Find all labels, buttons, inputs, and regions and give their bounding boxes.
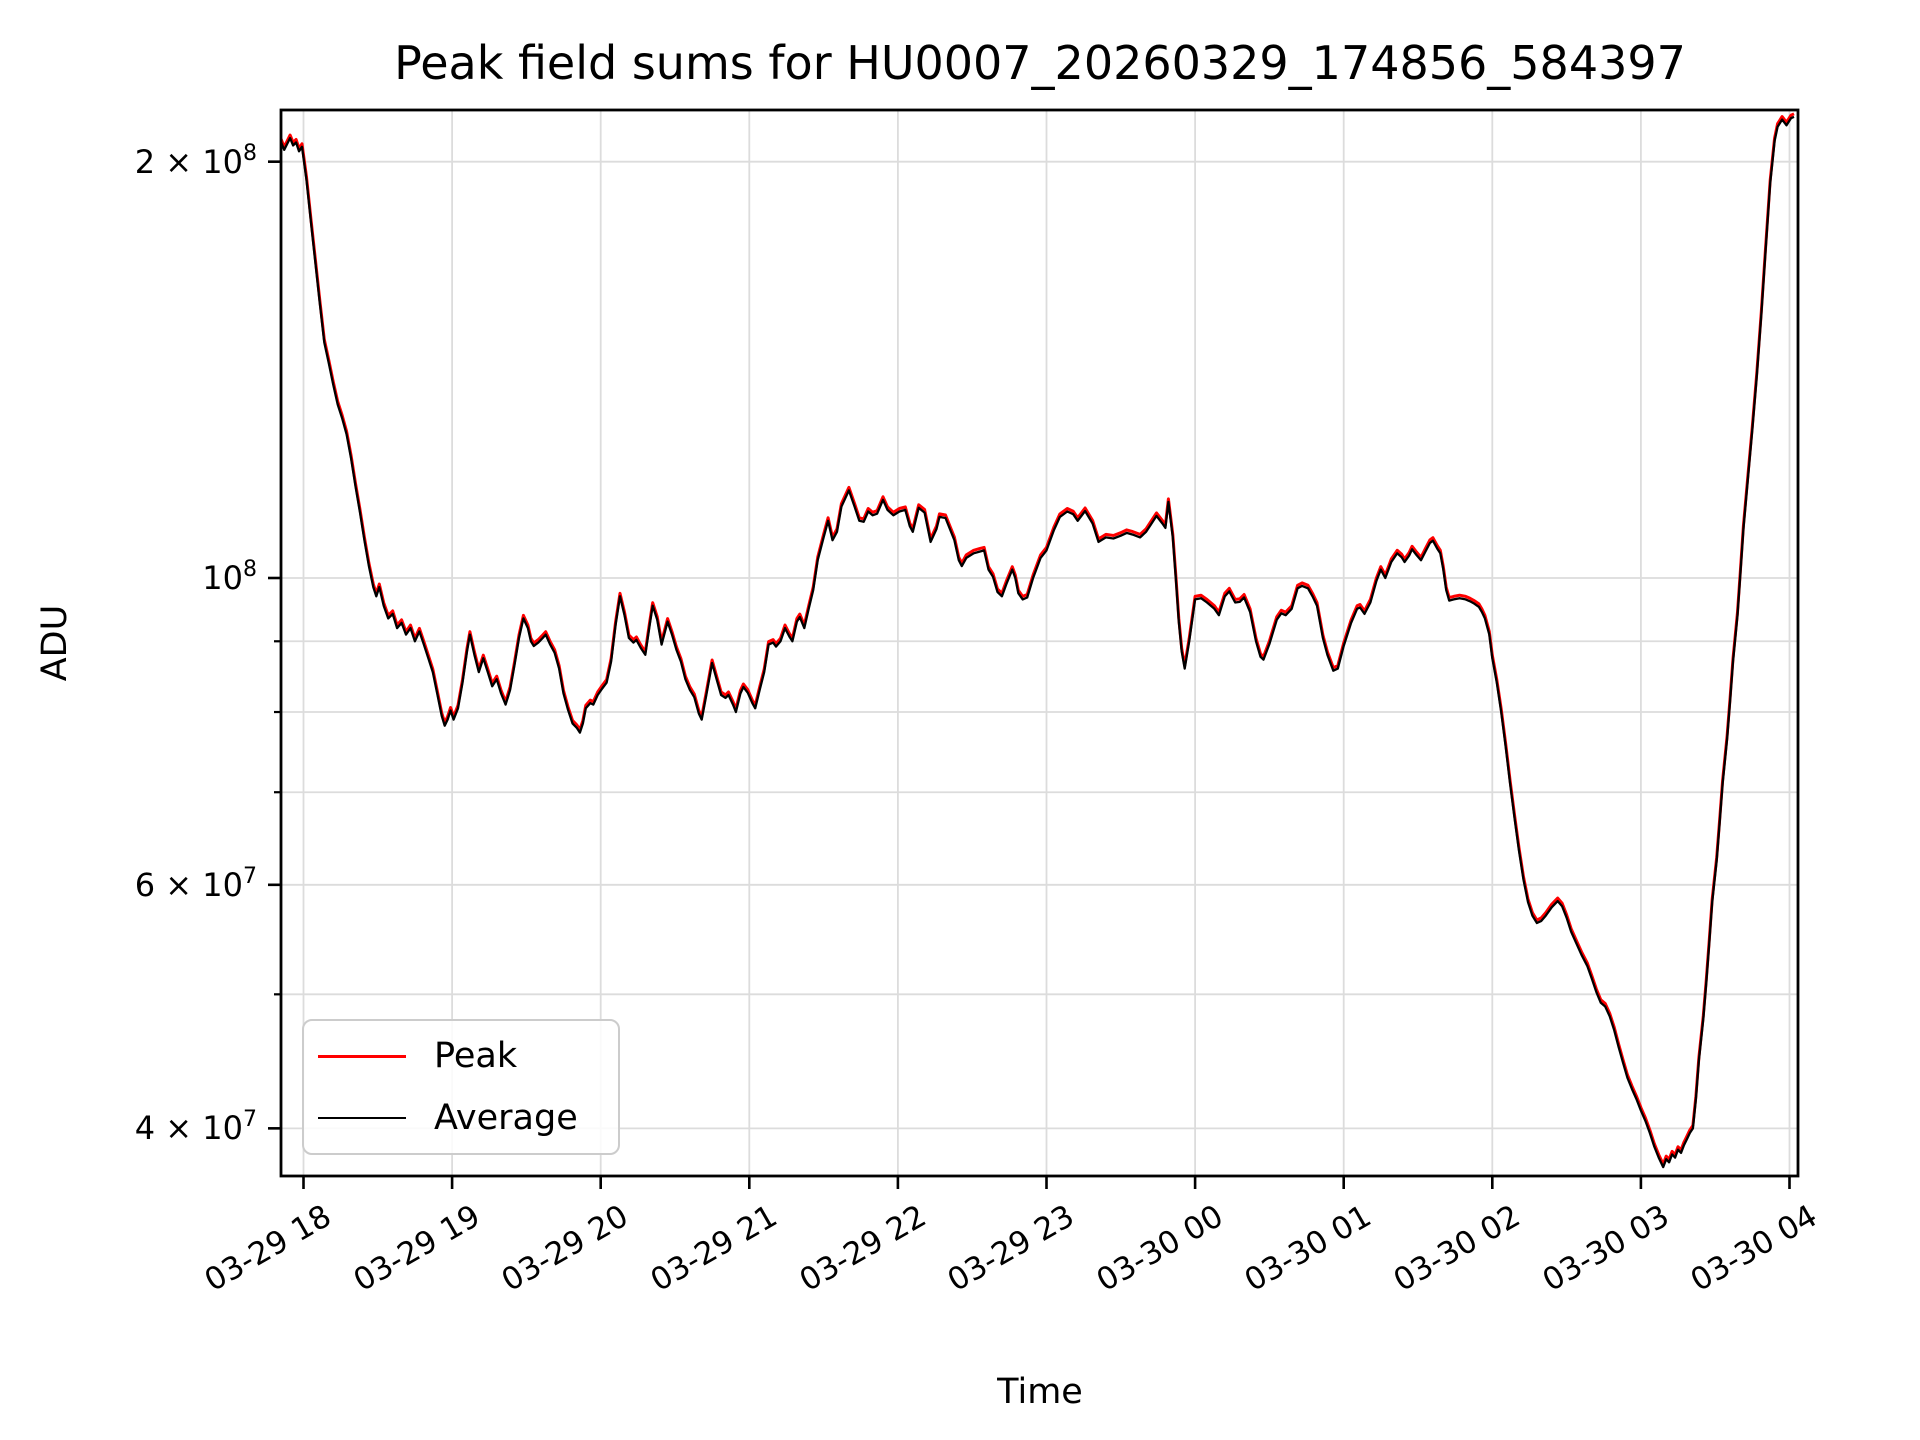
y-tick-exponent: 8 [243, 557, 257, 582]
y-tick-label: 2 × 108 [134, 140, 257, 181]
legend-item-average: Average [304, 1098, 618, 1138]
average-line-sample [318, 1117, 406, 1119]
y-tick-label: 108 [202, 557, 257, 597]
y-axis-label: ADU [35, 604, 75, 682]
series-peak-line [281, 112, 1795, 1166]
chart-title: Peak field sums for HU0007_20260329_1748… [394, 36, 1686, 90]
legend: Peak Average [302, 1019, 620, 1155]
peak-line-sample [318, 1054, 406, 1058]
y-tick-label: 4 × 107 [134, 1107, 257, 1148]
series-average-line [281, 115, 1795, 1169]
legend-item-peak: Peak [304, 1036, 618, 1076]
x-axis-label: Time [997, 1372, 1083, 1412]
axis-spine [279, 108, 1800, 1178]
y-tick-exponent: 7 [243, 1107, 257, 1133]
y-tick-label: 6 × 107 [134, 863, 257, 904]
legend-item-label: Average [434, 1098, 578, 1138]
legend-item-label: Peak [434, 1036, 518, 1076]
y-tick-exponent: 8 [243, 140, 257, 166]
y-tick-exponent: 7 [243, 863, 257, 889]
